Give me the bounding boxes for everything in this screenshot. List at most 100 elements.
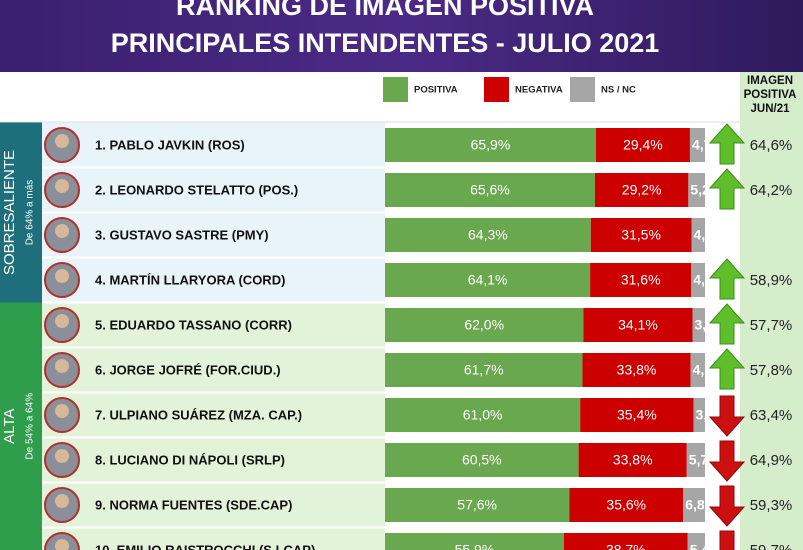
trend-arrow (708, 395, 746, 437)
previous-value: 59,3% (750, 497, 793, 514)
bar-segment (683, 488, 705, 522)
avatar-head (55, 314, 69, 328)
header-band (0, 0, 803, 72)
previous-value: 64,2% (750, 182, 793, 199)
value-label: 57,6% (457, 497, 497, 513)
previous-value: 57,8% (750, 362, 793, 379)
group-row-band (42, 302, 385, 550)
previous-header: POSITIVA (744, 89, 797, 101)
value-label: 5,2 (690, 182, 710, 198)
category-label: 6. JORGE JOFRÉ (FOR.CIUD.) (95, 362, 281, 377)
avatar-head (55, 179, 69, 193)
trend-arrow (708, 168, 746, 210)
category-label: 10. EMILIO RAISTROCCHI (S.LCAP) (95, 542, 315, 550)
legend-swatch (570, 77, 595, 102)
category-label: 2. LEONARDO STELATTO (POS.) (95, 182, 298, 197)
previous-value: 58,9% (750, 272, 793, 289)
trend-arrow (719, 530, 735, 550)
bar-segment (687, 533, 705, 550)
chart-title: RANKING DE IMAGEN POSITIVA (176, 0, 594, 21)
group-range: De 54% a 64% (25, 393, 36, 460)
group-band (0, 122, 42, 303)
bar-segment (385, 308, 584, 342)
bar-segment (686, 443, 705, 477)
value-label: 64,1% (468, 272, 508, 288)
bar-segment (689, 128, 705, 162)
bar-segment (385, 173, 595, 207)
bar-segment (385, 128, 596, 162)
bar-segment (590, 218, 692, 252)
legend-swatch (383, 77, 408, 102)
previous-header: JUN/21 (751, 103, 791, 115)
avatar-head (55, 539, 69, 550)
legend-swatch (484, 77, 509, 102)
group-band (0, 302, 42, 550)
value-label: 60,5% (462, 452, 502, 468)
value-label: 4,2 (694, 227, 714, 243)
value-label: 31,6% (621, 272, 661, 288)
value-label: 38,7% (606, 542, 646, 550)
bar-segment (693, 398, 705, 432)
bar-segment (590, 263, 692, 297)
bar-segment (385, 398, 581, 432)
group-label: ALTA (1, 409, 18, 444)
bar-segment (692, 308, 705, 342)
avatar-head (55, 269, 69, 283)
bar-segment (688, 173, 705, 207)
bar-segment (385, 218, 591, 252)
bar-segment (691, 218, 705, 252)
trend-arrow (708, 348, 746, 390)
value-label: 64,3% (468, 227, 508, 243)
avatar-head (55, 224, 69, 238)
avatar-head (55, 134, 69, 148)
value-label: 35,4% (617, 407, 657, 423)
category-label: 7. ULPIANO SUÁREZ (MZA. CAP.) (95, 407, 302, 422)
bar-segment (385, 533, 564, 550)
chart-title: PRINCIPALES INTENDENTES - JULIO 2021 (111, 28, 660, 58)
value-label: 4,7 (692, 137, 712, 153)
value-label: 3,6 (695, 407, 715, 423)
value-label: 4,5 (693, 362, 713, 378)
legend-label: POSITIVA (414, 85, 458, 96)
bar-segment (580, 398, 694, 432)
category-label: 1. PABLO JAVKIN (ROS) (95, 137, 245, 152)
category-label: 9. NORMA FUENTES (SDE.CAP) (95, 497, 292, 512)
legend-label: NS / NC (601, 85, 636, 96)
trend-arrow (708, 485, 746, 527)
value-label: 33,8% (613, 452, 653, 468)
previous-value: 64,9% (750, 452, 793, 469)
bar-segment (569, 488, 684, 522)
group-range: De 64% a más (25, 180, 36, 246)
value-label: 6,8 (685, 497, 705, 513)
trend-arrow (708, 303, 746, 345)
bar-segment (563, 533, 688, 550)
previous-header: IMAGEN (747, 75, 793, 87)
bar-segment (594, 173, 689, 207)
bar-segment (595, 128, 690, 162)
bar-segment (578, 443, 687, 477)
category-label: 3. GUSTAVO SASTRE (PMY) (95, 227, 269, 242)
bar-segment (385, 443, 579, 477)
group-label: SOBRESALIENTE (1, 150, 18, 275)
value-label: 35,6% (606, 497, 646, 513)
value-label: 61,7% (464, 362, 504, 378)
avatar-head (55, 449, 69, 463)
avatar-head (55, 359, 69, 373)
previous-value: 59,7% (750, 542, 793, 550)
value-label: 31,5% (621, 227, 661, 243)
avatar-head (55, 494, 69, 508)
value-label: 55,9% (455, 542, 495, 550)
bar-segment (583, 308, 693, 342)
trend-arrow (708, 123, 746, 165)
bar-segment (582, 353, 691, 387)
value-label: 5,4 (690, 542, 710, 550)
previous-value: 64,6% (750, 137, 793, 154)
value-label: 65,6% (470, 182, 510, 198)
previous-column (740, 72, 803, 550)
value-label: 3,9 (695, 317, 715, 333)
value-label: 34,1% (618, 317, 658, 333)
value-label: 4,3 (693, 272, 713, 288)
bar-segment (385, 263, 591, 297)
legend-label: NEGATIVA (515, 85, 563, 96)
